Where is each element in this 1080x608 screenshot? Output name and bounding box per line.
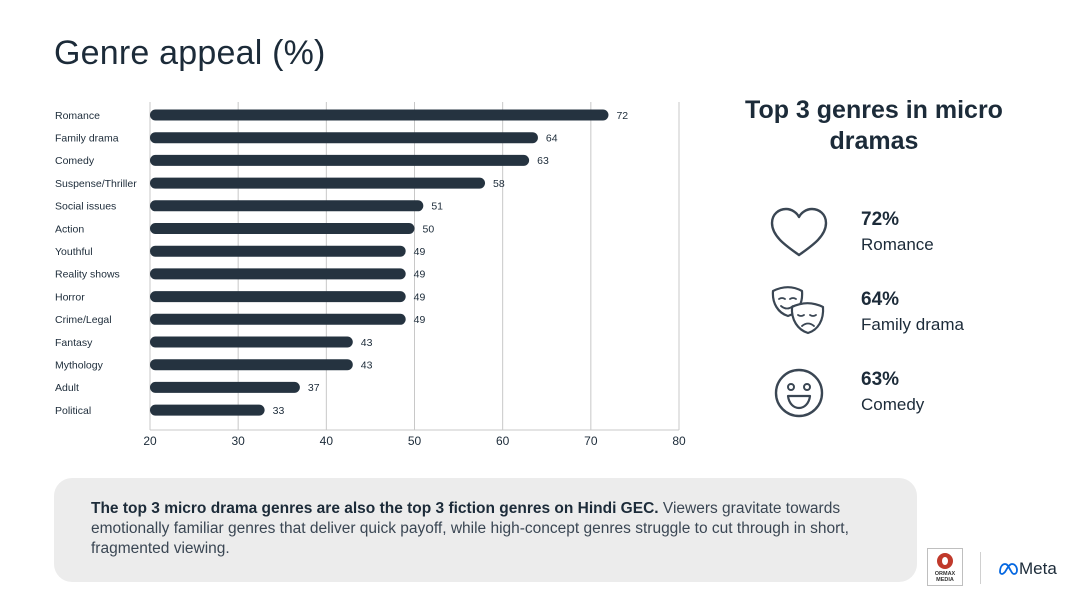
value-label: 51 [431,201,443,213]
page-title: Genre appeal (%) [54,34,326,72]
value-label: 49 [414,314,426,326]
chart-labels: 20 30 40 50 60 70 80 Romance 72 Family drama 64 Com… [55,110,686,448]
bar [150,268,406,280]
bar [150,177,486,189]
chart-bars [150,109,609,416]
category-label: Reality shows [55,269,120,281]
bar [150,359,353,371]
x-tick-label: 80 [672,434,686,448]
x-tick-label: 70 [584,434,598,448]
category-label: Adult [55,382,79,394]
chart-gridlines [149,102,680,431]
meta-infinity-icon [999,563,1018,575]
top-genre-pct: 72% [861,209,900,230]
category-label: Fantasy [55,337,93,349]
category-label: Comedy [55,155,95,167]
value-label: 43 [361,359,373,371]
ormax-media-logo: ORMAX MEDIA [927,548,963,586]
category-label: Horror [55,291,85,303]
ormax-mark-icon [937,553,953,569]
summary-bold: The top 3 micro drama genres are also th… [91,500,659,517]
category-label: Crime/Legal [55,314,112,326]
summary-text: The top 3 micro drama genres are also th… [91,499,881,559]
top-genre-family-drama: 64% Family drama [768,285,1028,345]
value-label: 72 [616,110,628,122]
meta-logo-text: Meta [1019,559,1057,578]
logo-divider [980,552,981,584]
top-genre-name: Family drama [861,315,964,334]
value-label: 33 [273,405,285,417]
top-genre-name: Comedy [861,395,925,414]
value-label: 49 [414,246,426,258]
value-label: 49 [414,291,426,303]
top-genres-title: Top 3 genres in micro dramas [745,96,1003,155]
x-tick-label: 60 [496,434,510,448]
value-label: 64 [546,132,558,144]
bar [150,200,424,212]
category-label: Mythology [55,359,104,371]
top-genre-romance: 72% Romance [768,205,1028,265]
smiley-face-icon [774,368,824,418]
category-label: Social issues [55,201,116,213]
value-label: 50 [423,223,435,235]
bar [150,109,609,121]
bar [150,154,530,166]
bar [150,223,415,234]
x-tick-label: 30 [231,434,245,448]
x-tick-label: 40 [320,434,334,448]
ormax-logo-text: ORMAX MEDIA [934,571,956,583]
bar [150,381,300,393]
top-genre-name: Romance [861,235,934,254]
theatre-masks-icon [771,286,825,335]
x-tick-label: 20 [143,434,157,448]
bar [150,291,406,303]
category-label: Romance [55,110,100,122]
summary-body: Viewers gravitate towards emotionally fa… [91,500,849,557]
value-label: 37 [308,382,320,394]
value-label: 49 [414,269,426,281]
bar-chart: 20 30 40 50 60 70 80 Romance 72 Family drama 64 Com… [55,102,686,448]
bar [150,245,406,257]
value-label: 43 [361,337,373,349]
category-label: Family drama [55,132,119,144]
category-label: Action [55,223,84,235]
top-genre-comedy: 63% Comedy [768,365,1028,425]
category-label: Political [55,405,91,417]
bar [150,336,353,348]
top-genre-pct: 64% [861,289,900,310]
bar [150,313,406,325]
bar [150,404,265,416]
top-genre-pct: 63% [861,369,900,390]
category-label: Suspense/Thriller [55,178,137,190]
heart-icon [770,207,828,257]
x-tick-label: 50 [408,434,422,448]
summary-box: The top 3 micro drama genres are also th… [54,478,917,582]
bar [150,132,538,144]
value-label: 63 [537,155,549,167]
category-label: Youthful [55,246,93,258]
value-label: 58 [493,178,505,190]
